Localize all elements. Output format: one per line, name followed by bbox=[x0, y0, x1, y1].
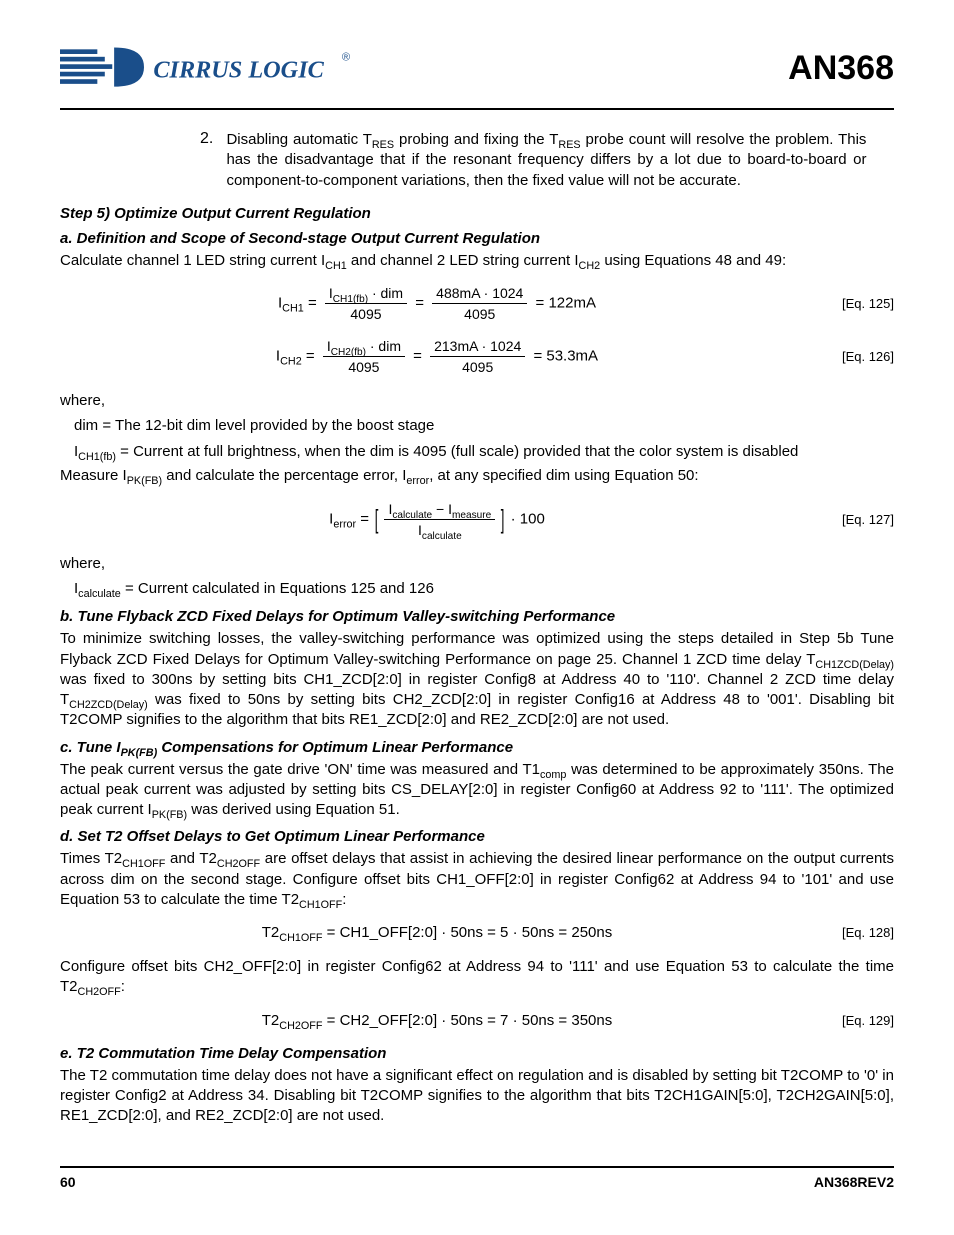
def-dim: dim = The 12-bit dim level provided by t… bbox=[74, 415, 894, 438]
list-body: Disabling automatic TRES probing and fix… bbox=[226, 130, 866, 191]
sec-c-p: The peak current versus the gate drive '… bbox=[60, 760, 894, 821]
equation-129: T2CH2OFF = CH2_OFF[2:0] · 50ns = 7 · 50n… bbox=[60, 1012, 894, 1029]
page-header: CIRRUS LOGIC ® AN368 bbox=[60, 40, 894, 110]
doc-id: AN368 bbox=[788, 49, 894, 88]
equation-125: ICH1 = ICH1(fb) · dim4095 = 488mA · 1024… bbox=[60, 285, 894, 322]
sec-b-p: To minimize switching losses, the valley… bbox=[60, 629, 894, 730]
eq127-body: Ierror = [ Icalculate − Imeasure Icalcul… bbox=[60, 501, 814, 538]
page-footer: 60 AN368REV2 bbox=[60, 1166, 894, 1190]
sec-e-heading: e. T2 Commutation Time Delay Compensatio… bbox=[60, 1045, 894, 1062]
sec-a-p1: Calculate channel 1 LED string current I… bbox=[60, 251, 894, 271]
list-number: 2. bbox=[200, 130, 222, 148]
step5-heading: Step 5) Optimize Output Current Regulati… bbox=[60, 205, 894, 222]
eq125-body: ICH1 = ICH1(fb) · dim4095 = 488mA · 1024… bbox=[60, 285, 814, 322]
eq128-body: T2CH1OFF = CH1_OFF[2:0] · 50ns = 5 · 50n… bbox=[60, 924, 814, 941]
sec-c-heading: c. Tune IPK(FB) Compensations for Optimu… bbox=[60, 739, 894, 756]
cirrus-logic-logo: CIRRUS LOGIC ® bbox=[60, 40, 359, 96]
doc-rev: AN368REV2 bbox=[814, 1174, 894, 1190]
equation-127: Ierror = [ Icalculate − Imeasure Icalcul… bbox=[60, 501, 894, 538]
def-ich1fb: ICH1(fb) = Current at full brightness, w… bbox=[60, 441, 894, 464]
measure-line: Measure IPK(FB) and calculate the percen… bbox=[60, 466, 894, 486]
svg-text:®: ® bbox=[342, 52, 351, 64]
sec-b-heading: b. Tune Flyback ZCD Fixed Delays for Opt… bbox=[60, 608, 894, 625]
where-1: where, bbox=[60, 391, 894, 411]
page-number: 60 bbox=[60, 1174, 76, 1190]
def-icalc: Icalculate = Current calculated in Equat… bbox=[74, 578, 894, 601]
eq127-label: [Eq. 127] bbox=[814, 512, 894, 527]
eq129-label: [Eq. 129] bbox=[814, 1013, 894, 1028]
eq128-label: [Eq. 128] bbox=[814, 925, 894, 940]
sec-d-p1: Times T2CH1OFF and T2CH2OFF are offset d… bbox=[60, 849, 894, 910]
equation-128: T2CH1OFF = CH1_OFF[2:0] · 50ns = 5 · 50n… bbox=[60, 924, 894, 941]
sec-d-heading: d. Set T2 Offset Delays to Get Optimum L… bbox=[60, 828, 894, 845]
list-item-2: 2. Disabling automatic TRES probing and … bbox=[200, 130, 894, 191]
sec-a-heading: a. Definition and Scope of Second-stage … bbox=[60, 230, 894, 247]
svg-text:CIRRUS LOGIC: CIRRUS LOGIC bbox=[153, 56, 324, 83]
eq125-label: [Eq. 125] bbox=[814, 296, 894, 311]
equation-126: ICH2 = ICH2(fb) · dim4095 = 213mA · 1024… bbox=[60, 338, 894, 375]
eq129-body: T2CH2OFF = CH2_OFF[2:0] · 50ns = 7 · 50n… bbox=[60, 1012, 814, 1029]
sec-d-p2: Configure offset bits CH2_OFF[2:0] in re… bbox=[60, 957, 894, 998]
eq126-label: [Eq. 126] bbox=[814, 349, 894, 364]
eq126-body: ICH2 = ICH2(fb) · dim4095 = 213mA · 1024… bbox=[60, 338, 814, 375]
where-2: where, bbox=[60, 554, 894, 574]
sec-e-p: The T2 commutation time delay does not h… bbox=[60, 1066, 894, 1127]
